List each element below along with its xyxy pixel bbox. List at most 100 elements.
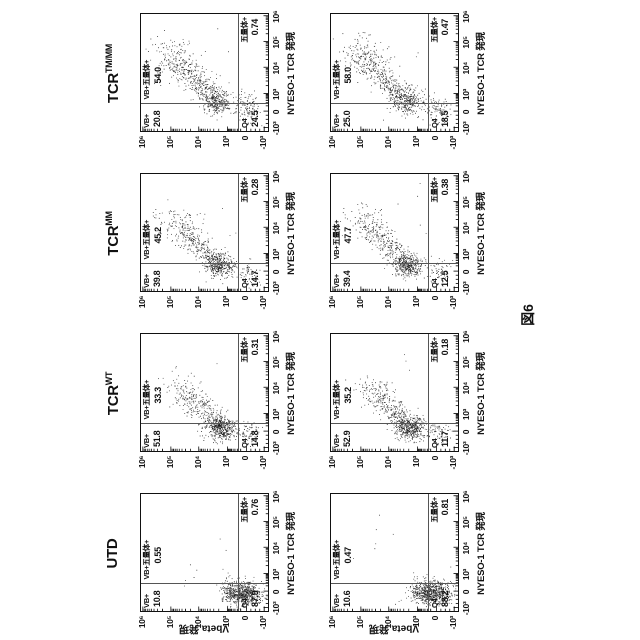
y-tick-label: -10³: [448, 296, 459, 310]
gate-line-vertical: [141, 582, 268, 584]
y-tick-label: 10⁶: [136, 136, 147, 149]
quadrant-value-pentamer: 0.38: [440, 179, 451, 196]
flow-plot: VB+ 52.9 VB+五量体+ 35.2 Q4 11.7 五量体+ 0.18: [330, 333, 459, 452]
y-tick-label: 0: [430, 456, 441, 461]
x-tick-label: 10⁶: [461, 490, 471, 503]
gate-line-horizontal: [238, 334, 240, 451]
column-title-superscript: MM: [104, 211, 114, 226]
quadrant-label-vb: VB+: [142, 274, 151, 288]
quadrant-label-pentamer: 五量体+: [430, 497, 440, 523]
y-tick-label: 0: [240, 456, 251, 461]
y-tick-label: -10³: [448, 616, 459, 630]
gate-line-vertical: [331, 102, 458, 104]
gate-line-horizontal: [238, 174, 240, 291]
quadrant-label-vb: VB+: [142, 434, 151, 448]
quadrant-label-vb-pentamer: VB+五量体+: [142, 59, 151, 100]
y-tick-label: 10⁵: [164, 136, 175, 149]
quadrant-value-vb-pentamer: 54.0: [153, 67, 163, 84]
quadrant-label-q4: Q4: [240, 118, 250, 128]
quadrant-label-vb-pentamer: VB+五量体+: [142, 379, 151, 420]
column-title-text: TCR: [105, 225, 122, 256]
flow-plot: VB+ 10.6 VB+五量体+ 0.47 Q4 88.2 五量体+ 0.81: [330, 493, 459, 612]
quadrant-label-vb: VB+: [332, 274, 341, 288]
quadrant-value-q4: 24.5: [250, 110, 261, 127]
y-tick-label: 10⁶: [136, 616, 147, 629]
y-tick-label: -10³: [258, 456, 269, 470]
x-tick-label: 10⁵: [271, 196, 281, 209]
x-tick-label: 10⁵: [461, 36, 471, 49]
quadrant-label-vb: VB+: [142, 594, 151, 608]
y-tick-label: -10³: [258, 616, 269, 630]
gate-line-vertical: [331, 422, 458, 424]
quadrant-label-pentamer: 五量体+: [430, 17, 440, 43]
x-tick-label: 10³: [461, 249, 471, 261]
x-tick-label: 10³: [271, 409, 281, 421]
quadrant-label-vb-pentamer: VB+五量体+: [142, 539, 151, 580]
x-tick-label: 10⁵: [271, 36, 281, 49]
x-tick-label: 10⁴: [461, 542, 471, 555]
y-tick-label: 10⁴: [192, 616, 203, 629]
y-tick-label: 10³: [221, 296, 232, 308]
x-axis-label: NYESO-1 TCR 発現: [286, 192, 297, 275]
y-tick-label: -10³: [258, 296, 269, 310]
x-tick-label: 10⁵: [271, 356, 281, 369]
quadrant-value-pentamer: 0.76: [250, 499, 261, 516]
y-tick-label: 0: [240, 616, 251, 621]
y-tick-label: 10³: [411, 136, 422, 148]
y-tick-label: 10⁴: [192, 296, 203, 309]
y-tick-label: 10³: [411, 296, 422, 308]
quadrant-label-q4: Q4: [430, 438, 440, 448]
x-tick-label: 10⁵: [271, 516, 281, 529]
quadrant-value-vb: 39.4: [342, 270, 352, 287]
flow-plot: VB+ 51.8 VB+五量体+ 33.3 Q4 14.8 五量体+ 0.31: [140, 333, 269, 452]
y-tick-label: 10³: [411, 456, 422, 468]
quadrant-value-vb: 52.9: [342, 430, 352, 447]
y-tick-label: 0: [430, 296, 441, 301]
x-tick-label: 10⁵: [461, 196, 471, 209]
y-tick-label: 10⁵: [164, 296, 175, 309]
y-tick-label: 10⁶: [326, 136, 337, 149]
x-axis-label: NYESO-1 TCR 発現: [476, 512, 487, 595]
column-title: TCRMM: [104, 175, 122, 292]
y-tick-label: -10³: [448, 136, 459, 150]
quadrant-label-q4: Q4: [430, 118, 440, 128]
gate-line-vertical: [141, 102, 268, 104]
x-axis-label: NYESO-1 TCR 発現: [286, 512, 297, 595]
x-tick-label: 10⁶: [461, 170, 471, 183]
x-tick-label: 10⁶: [271, 10, 281, 23]
quadrant-value-vb-pentamer: 47.7: [343, 227, 353, 244]
quadrant-value-vb-pentamer: 33.3: [153, 387, 163, 404]
y-tick-label: 10⁶: [136, 296, 147, 309]
quadrant-value-pentamer: 0.74: [250, 19, 261, 36]
quadrant-label-vb-pentamer: VB+五量体+: [332, 539, 341, 580]
x-tick-label: 10⁴: [271, 222, 281, 235]
x-tick-label: 10⁴: [271, 62, 281, 75]
x-tick-label: 10⁵: [461, 516, 471, 529]
y-tick-label: 10⁶: [326, 456, 337, 469]
y-tick-label: 0: [430, 136, 441, 141]
y-tick-label: 0: [240, 136, 251, 141]
gate-line-horizontal: [238, 494, 240, 611]
figure-caption: 図6: [520, 304, 536, 326]
flow-plot: VB+ 39.8 VB+五量体+ 45.2 Q4 14.7 五量体+ 0.28: [140, 173, 269, 292]
quadrant-label-pentamer: 五量体+: [240, 497, 250, 523]
gate-line-horizontal: [428, 14, 430, 131]
y-tick-label: -10³: [258, 136, 269, 150]
quadrant-value-q4: 18.5: [440, 110, 451, 127]
x-tick-label: 10³: [461, 89, 471, 101]
x-tick-label: 10⁶: [461, 330, 471, 343]
x-tick-label: 10⁴: [461, 222, 471, 235]
quadrant-label-pentamer: 五量体+: [430, 177, 440, 203]
y-tick-label: 10⁵: [354, 616, 365, 629]
quadrant-value-pentamer: 0.47: [440, 19, 451, 36]
gate-line-horizontal: [428, 174, 430, 291]
gate-line-horizontal: [428, 494, 430, 611]
quadrant-label-pentamer: 五量体+: [430, 337, 440, 363]
column-title: UTD: [104, 495, 121, 612]
quadrant-label-q4: Q4: [240, 598, 250, 608]
quadrant-value-pentamer: 0.28: [250, 179, 261, 196]
y-tick-label: -10³: [448, 456, 459, 470]
quadrant-label-q4: Q4: [430, 598, 440, 608]
